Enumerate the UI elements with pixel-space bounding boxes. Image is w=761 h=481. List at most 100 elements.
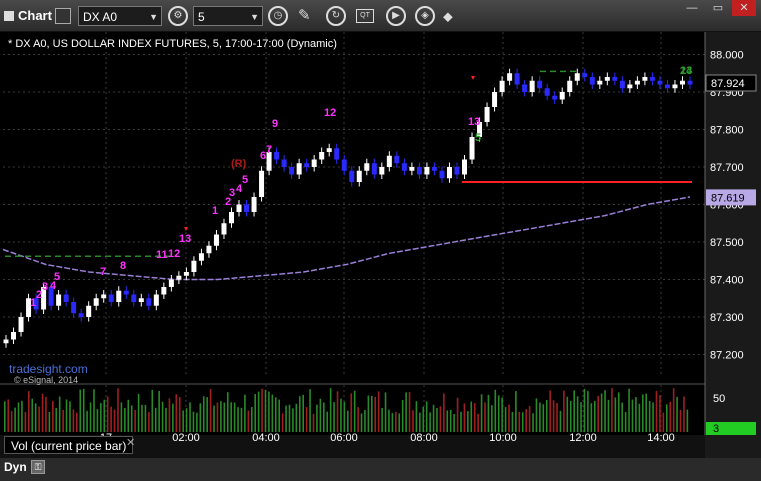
close-icon[interactable]: ✕ [126,437,136,449]
volume-bar [415,401,418,432]
volume-bar [4,401,6,432]
volume-bar [86,410,88,432]
candle [687,80,693,85]
candle [131,294,137,302]
candle [364,163,370,171]
volume-bar [343,401,346,432]
volume-bar [322,402,325,432]
x-tick-label: 02:00 [172,432,200,444]
candle [642,77,648,81]
x-tick-label: 08:00 [410,432,438,444]
vol-study-tab[interactable]: Vol (current price bar) [4,436,134,454]
volume-bar [621,402,623,432]
candle [371,163,377,175]
candle [326,148,332,152]
candles [3,68,693,348]
count-label: 5 [54,271,60,283]
volume-bar [408,392,411,432]
bottom-bar [0,458,761,481]
volume-bar [62,409,64,432]
volume-bar [254,394,256,432]
volume-bar [381,408,383,432]
volume-bar [480,394,483,432]
candle [319,152,325,160]
volume-bar [220,401,222,432]
x-tick-label: 10:00 [489,432,517,444]
volume-bar [453,413,455,432]
close-icon[interactable]: ✕ [732,0,756,16]
volume-bar [247,410,250,432]
volume-bar [494,389,497,432]
count-label: 5 [475,132,481,144]
volume-bar [672,388,675,432]
count-label: 2 [225,196,231,208]
pencil-icon[interactable]: ✎ [298,7,311,24]
candle [311,159,317,167]
candle [138,298,144,302]
volume-bar [676,396,678,432]
dyn-label[interactable]: Dyn [4,460,27,474]
tag-icon[interactable]: ⬥ [443,8,453,24]
volume-bar [429,412,431,432]
count-label: 9 [272,118,278,130]
volume-bar [151,389,154,432]
volume-bar [470,401,473,432]
volume-bar [96,409,99,432]
candle [63,294,69,302]
volume-bar [285,405,287,432]
gear-icon[interactable]: ⚙ [168,6,188,26]
candle [334,148,340,160]
clock-icon[interactable]: ◷ [268,6,288,26]
volume-bar [669,401,672,432]
volume-bar [261,388,263,432]
volume-bar [165,407,167,432]
volume-bar [508,404,510,432]
lock-icon[interactable]: ⚿ [31,460,45,474]
volume-bar [590,403,593,432]
volume-bar [34,403,37,432]
volume-bar [79,389,82,432]
chevron-down-icon[interactable]: ▼ [149,12,158,22]
volume-bar [233,402,236,432]
count-label: 2 [36,289,42,301]
volume-bar [559,410,562,432]
volume-bar [329,388,332,432]
candle [153,294,159,306]
last-price-label: 87.924 [711,78,745,90]
volume-bars [4,388,689,432]
compass-icon[interactable]: ◈ [415,6,435,26]
maximize-icon[interactable]: ▭ [712,2,724,14]
symbol-input[interactable]: DX A0 ▼ [78,6,162,26]
candle [484,107,490,122]
candle [386,155,392,167]
candle [604,77,610,81]
volume-bar [333,402,335,432]
volume-bar [281,413,284,432]
play-icon[interactable]: ▶ [386,6,406,26]
x-tick-label: 06:00 [330,432,358,444]
candle [281,159,287,167]
volume-bar [10,410,13,432]
volume-bar [600,393,603,432]
volume-bar [617,392,620,432]
quote-icon[interactable]: QT [356,9,374,23]
volume-bar [679,409,682,432]
candle [86,305,92,317]
link-icon[interactable] [55,8,71,24]
volume-bar [556,403,558,432]
volume-bar [569,401,572,432]
minimize-icon[interactable]: — [686,2,698,14]
chevron-down-icon[interactable]: ▼ [250,12,259,22]
candle [424,167,430,175]
volume-current-label: 3 [713,423,719,435]
interval-input[interactable]: 5 ▼ [193,6,263,26]
count-label: (R) [231,158,247,170]
volume-bar [58,396,61,432]
refresh-icon[interactable]: ↻ [326,6,346,26]
price-axis[interactable]: 88.00087.90087.80087.70087.60087.50087.4… [704,32,761,458]
volume-bar [484,402,486,432]
volume-bar [422,406,425,432]
candle [574,73,580,81]
